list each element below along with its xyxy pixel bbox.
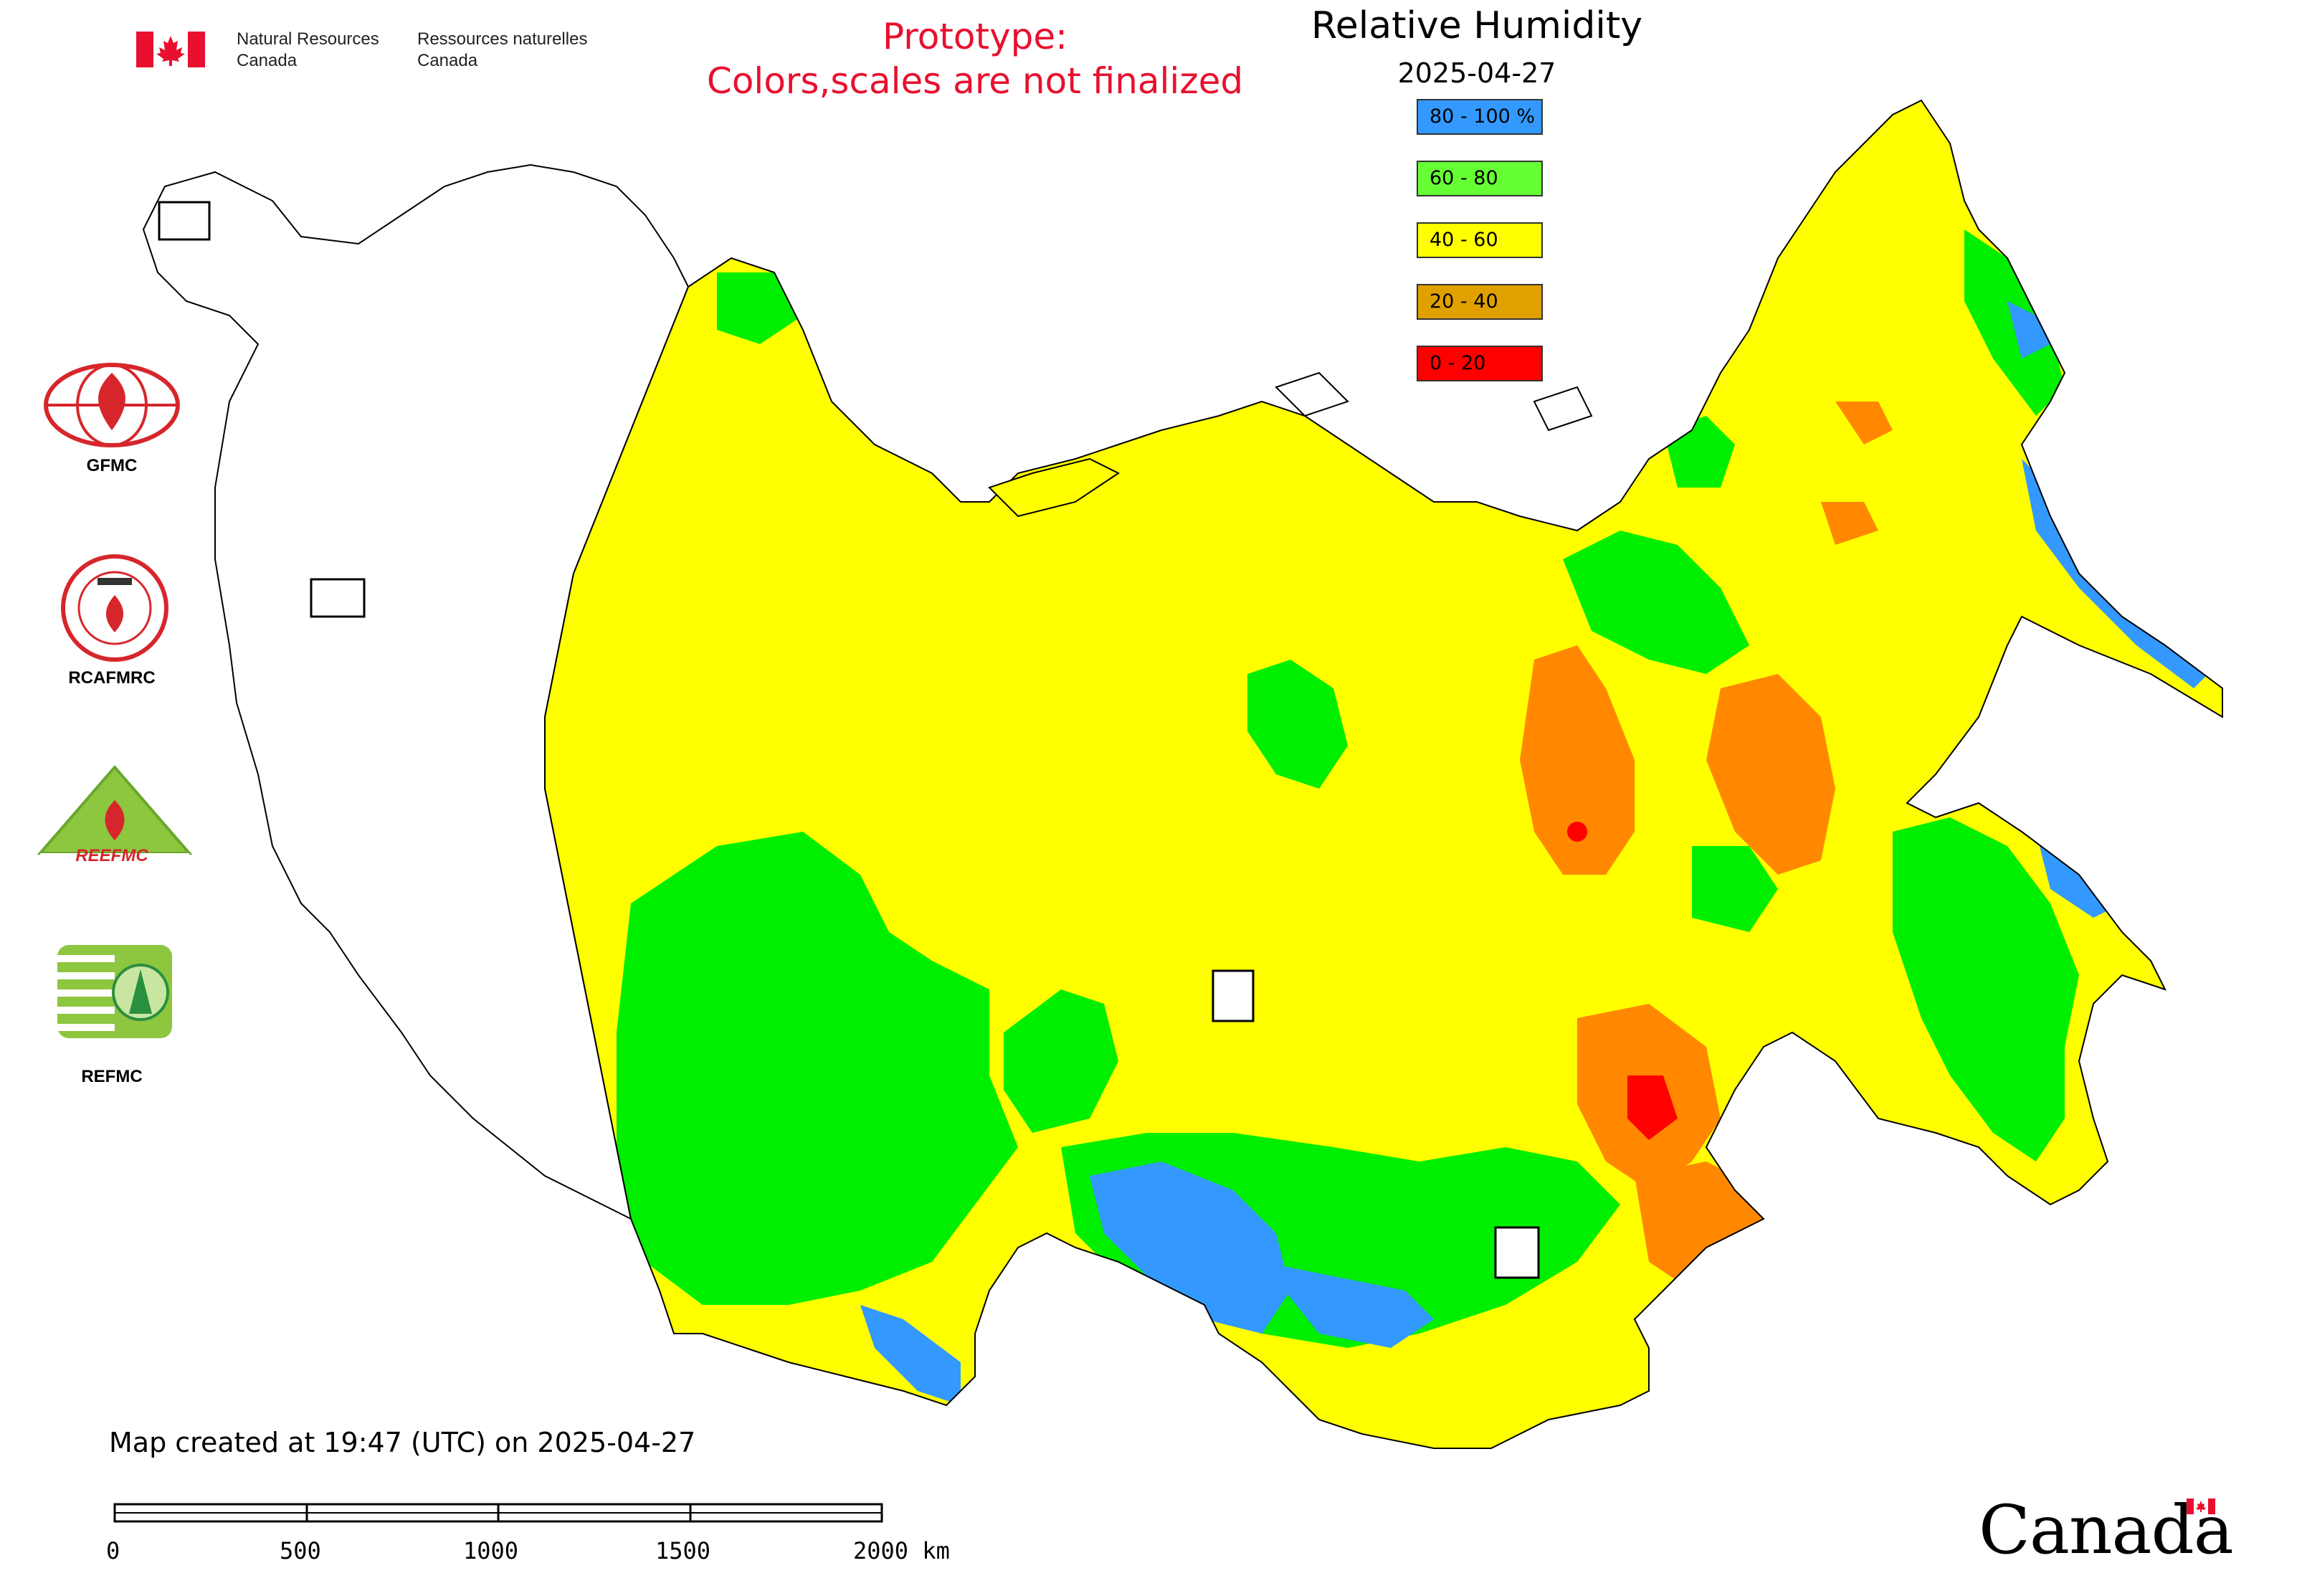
legend-label: 40 - 60 <box>1430 229 1498 251</box>
humidity-zone-20-40-yakutia-east <box>1706 674 1835 875</box>
legend-item-60-80: 60 - 80 <box>1417 161 1543 196</box>
scale-tick-2000: 2000 km <box>853 1537 950 1564</box>
humidity-zone-60-80-siberia <box>1247 660 1348 789</box>
scale-tick-1000: 1000 <box>463 1537 519 1564</box>
legend-item-0-20: 0 - 20 <box>1417 346 1543 381</box>
legend-label: 0 - 20 <box>1430 352 1486 374</box>
map-title: Relative Humidity <box>1311 4 1642 47</box>
refmc-logo-icon <box>57 945 172 1038</box>
legend-item-80-100: 80 - 100 % <box>1417 99 1543 135</box>
humidity-zone-20-40-chukotka <box>1835 402 1893 445</box>
reefmc-center-marker <box>310 578 366 618</box>
refmc-label: REFMC <box>81 1067 143 1086</box>
legend-label: 20 - 40 <box>1430 290 1498 313</box>
prototype-line1: Prototype: <box>882 16 1068 57</box>
prototype-notice: Prototype: Colors,scales are not finaliz… <box>617 14 1333 103</box>
humidity-zone-60-80-kola <box>717 272 803 344</box>
wordmark-flag-icon <box>2187 1498 2215 1514</box>
severnaya-zemlya <box>1275 371 1349 417</box>
rcafmrc-label: RCAFMRC <box>68 668 156 688</box>
humidity-zone-80-100-altai <box>1090 1162 1290 1334</box>
humidity-zone-0-20-transbaikal <box>1627 1075 1678 1140</box>
rcafmrc-center-marker <box>1494 1226 1540 1279</box>
legend-item-20-40: 20 - 40 <box>1417 284 1543 320</box>
humidity-zone-0-20-yakutia <box>1567 822 1587 842</box>
scale-tick-0: 0 <box>106 1537 120 1564</box>
gfmc-logo-icon <box>44 363 180 447</box>
map-date: 2025-04-27 <box>1397 57 1556 89</box>
scale-bar-graphic <box>113 1503 883 1523</box>
department-en-line2: Canada <box>237 51 298 70</box>
humidity-zone-80-100-kamchatka <box>2007 301 2050 358</box>
humidity-zone-60-80-amur <box>1692 846 1778 932</box>
humidity-zone-60-80-primorye <box>1893 817 2079 1162</box>
new-siberian-islands <box>1533 386 1593 432</box>
humidity-zone-60-80-kazakhstan <box>617 832 1018 1305</box>
legend-label: 80 - 100 % <box>1430 105 1536 128</box>
legend-label: 60 - 80 <box>1430 167 1498 189</box>
reefmc-label: REEFMC <box>75 846 148 865</box>
novaya-zemlya <box>988 457 1120 518</box>
legend-item-40-60: 40 - 60 <box>1417 222 1543 258</box>
humidity-zone-20-40-yakutia-west <box>1520 645 1635 875</box>
map-created-note: Map created at 19:47 (UTC) on 2025-04-27 <box>109 1427 696 1458</box>
russia-coastline <box>544 99 2223 1449</box>
reefmc-logo-icon <box>37 764 192 868</box>
scale-bar: 0 500 1000 1500 2000 km <box>106 1498 968 1570</box>
humidity-zone-60-80-yakutia <box>1563 531 1749 674</box>
humidity-zone-20-40-magadan <box>1821 502 1878 545</box>
gfmc-center-marker <box>158 201 211 241</box>
humidity-zone-80-100-sayan <box>1262 1262 1434 1348</box>
scale-tick-1500: 1500 <box>655 1537 711 1564</box>
refmc-center-marker <box>1212 969 1255 1022</box>
canada-flag-icon <box>136 32 205 67</box>
humidity-zone-60-80-altai-north <box>1004 989 1118 1133</box>
canada-wordmark: Canada <box>1979 1491 2237 1570</box>
department-en-line1: Natural Resources <box>237 29 379 49</box>
scale-tick-500: 500 <box>280 1537 321 1564</box>
humidity-zone-80-100-tianshan <box>860 1305 961 1405</box>
prototype-line2: Colors,scales are not finalized <box>706 60 1244 102</box>
department-fr-line2: Canada <box>417 51 478 70</box>
nrcan-signature: Natural Resources Canada Ressources natu… <box>136 29 602 72</box>
rcafmrc-logo-icon <box>61 554 168 662</box>
department-fr-line1: Ressources naturelles <box>417 29 588 49</box>
gfmc-label: GFMC <box>86 456 138 475</box>
